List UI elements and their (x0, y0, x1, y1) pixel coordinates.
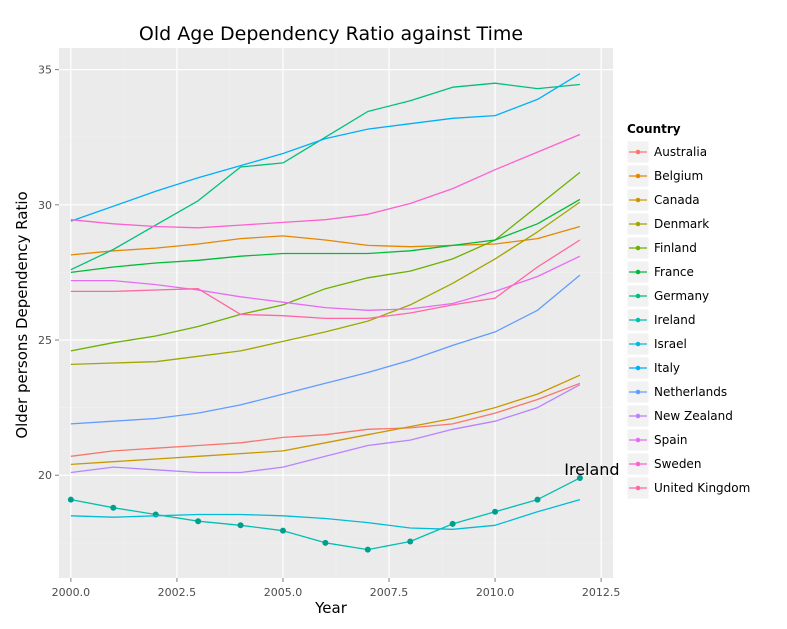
y-tick-label: 35 (38, 64, 52, 77)
point-ireland (279, 527, 286, 534)
point-ireland (534, 496, 541, 503)
legend-key-point-canada (635, 197, 641, 203)
legend-key-point-united-kingdom (635, 485, 641, 491)
legend-label-canada: Canada (654, 193, 700, 207)
x-tick-label: 2005.0 (264, 586, 303, 599)
legend-key-point-germany (635, 293, 641, 299)
legend-key-point-new-zealand (635, 413, 641, 419)
chart-title: Old Age Dependency Ratio against Time (139, 23, 523, 45)
y-axis: 20 25 30 35 (38, 64, 59, 482)
series-line-belgium (70, 225, 581, 256)
legend-label-denmark: Denmark (654, 217, 709, 231)
legend-label-new-zealand: New Zealand (654, 409, 733, 423)
legend-label-spain: Spain (654, 433, 688, 447)
point-ireland (67, 496, 74, 503)
legend-key-point-sweden (635, 461, 641, 467)
legend-label-netherlands: Netherlands (654, 385, 727, 399)
series-line-canada (70, 374, 581, 466)
point-ireland (576, 474, 583, 481)
point-ireland (152, 511, 159, 518)
point-ireland (322, 539, 329, 546)
legend-label-belgium: Belgium (654, 169, 703, 183)
point-ireland (195, 518, 202, 525)
series-line-united-kingdom (70, 239, 581, 320)
annotation-label: Ireland (564, 460, 619, 479)
series-line-israel (70, 498, 581, 530)
legend-label-united-kingdom: United Kingdom (654, 481, 750, 495)
series-line-germany (70, 82, 580, 271)
annotations: Ireland (564, 460, 619, 479)
series-line-denmark (70, 201, 581, 366)
legend-key-point-israel (635, 341, 641, 347)
x-tick-label: 2012.5 (582, 586, 621, 599)
x-axis: 2000.0 2002.5 2005.0 2007.5 2010.0 2012.5 (52, 578, 621, 599)
point-ireland (492, 508, 499, 515)
legend-key-point-australia (635, 149, 641, 155)
point-ireland (364, 546, 371, 553)
series-line-italy (70, 73, 581, 222)
legend-label-italy: Italy (654, 361, 680, 375)
series-line-france (70, 198, 581, 274)
series-line-new-zealand (70, 384, 581, 474)
series-layer (67, 73, 583, 553)
x-tick-label: 2000.0 (52, 586, 91, 599)
legend-label-israel: Israel (654, 337, 687, 351)
legend-label-ireland: Ireland (654, 313, 696, 327)
point-ireland (110, 504, 117, 511)
series-line-spain (70, 255, 581, 311)
legend-label-germany: Germany (654, 289, 709, 303)
legend-label-sweden: Sweden (654, 457, 701, 471)
series-line-sweden (70, 133, 581, 229)
y-tick-label: 30 (38, 199, 52, 212)
legend-label-finland: Finland (654, 241, 697, 255)
point-ireland (407, 538, 414, 545)
point-ireland (449, 520, 456, 527)
legend-key-point-spain (635, 437, 641, 443)
legend: Country Australia Belgium Canada Denmark Fin… (626, 122, 750, 500)
x-axis-title: Year (314, 599, 348, 617)
legend-key-point-ireland (635, 317, 641, 323)
legend-label-france: France (654, 265, 694, 279)
legend-key-point-finland (635, 245, 641, 251)
legend-key-point-italy (635, 365, 641, 371)
x-tick-label: 2010.0 (476, 586, 515, 599)
legend-key-point-france (635, 269, 641, 275)
y-tick-label: 25 (38, 334, 52, 347)
point-ireland (237, 522, 244, 529)
series-line-netherlands (70, 274, 581, 425)
legend-key-point-netherlands (635, 389, 641, 395)
x-tick-label: 2002.5 (158, 586, 197, 599)
y-axis-title: Older persons Dependency Ratio (13, 191, 31, 438)
y-tick-label: 20 (38, 469, 52, 482)
legend-key-point-belgium (635, 173, 641, 179)
legend-key-point-denmark (635, 221, 641, 227)
series-line-australia (70, 382, 581, 457)
legend-label-australia: Australia (654, 145, 707, 159)
x-tick-label: 2007.5 (370, 586, 409, 599)
legend-title: Country (627, 122, 681, 136)
